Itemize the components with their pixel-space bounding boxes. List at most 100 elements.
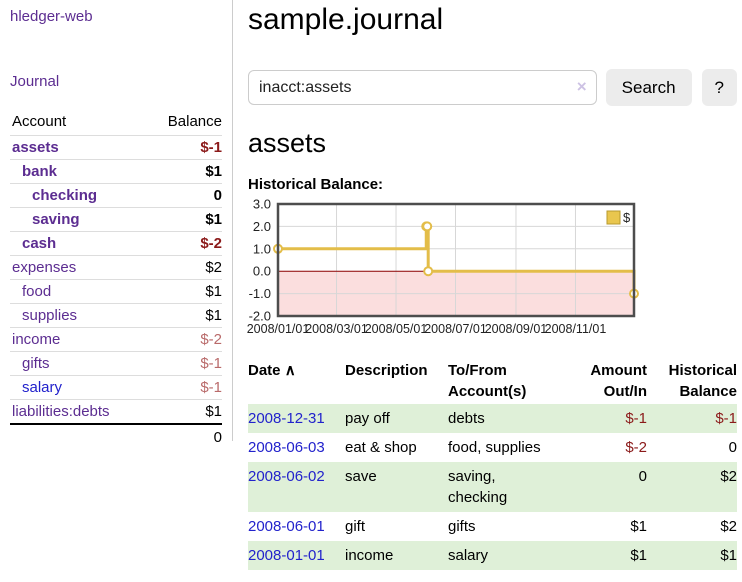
account-link-checking[interactable]: checking bbox=[32, 187, 98, 204]
svg-text:2008/09/01: 2008/09/01 bbox=[485, 322, 548, 336]
transaction-description: eat & shop bbox=[345, 439, 417, 456]
transaction-balance: $1 bbox=[720, 547, 737, 564]
svg-text:0.0: 0.0 bbox=[253, 264, 271, 279]
legend-swatch bbox=[606, 210, 621, 225]
transaction-date-link[interactable]: 2008-06-02 bbox=[248, 468, 325, 485]
svg-text:1.0: 1.0 bbox=[253, 241, 271, 256]
sidebar: hledger-web Journal Account Balance asse… bbox=[0, 0, 233, 450]
register-header-amount: Amount Out/In bbox=[590, 362, 647, 400]
register-header-row: Date ∧ Description To/From Account(s) Am… bbox=[248, 358, 737, 404]
search-box: × bbox=[248, 70, 597, 105]
transaction-date-link[interactable]: 2008-01-01 bbox=[248, 547, 325, 564]
historical-balance-chart: 3.0 2.0 1.0 0.0 -1.0 -2.0 2008/01/01 2008/03/01… bbox=[247, 197, 737, 340]
transaction-description: income bbox=[345, 547, 394, 564]
accounts-header-account: Account bbox=[10, 111, 146, 136]
transaction-amount: $1 bbox=[630, 518, 647, 535]
svg-text:2008/01/01: 2008/01/01 bbox=[247, 322, 310, 336]
account-balance: $-2 bbox=[145, 327, 222, 352]
transaction-row: 2008-06-01 gift gifts $1 $2 bbox=[248, 512, 737, 541]
account-balance: $1 bbox=[145, 207, 222, 232]
main-content: sample.journal × Search ? assets Histori… bbox=[247, 0, 737, 570]
register-header-balance: Historical Balance bbox=[668, 362, 737, 400]
transaction-row: 2008-12-31 pay off debts $-1 $-1 bbox=[248, 404, 737, 433]
account-balance: $2 bbox=[145, 255, 222, 280]
account-link-income[interactable]: income bbox=[12, 331, 61, 348]
transaction-amount: $1 bbox=[630, 547, 647, 564]
account-link-assets[interactable]: assets bbox=[12, 139, 59, 156]
transaction-row: 2008-01-01 income salary $1 $1 bbox=[248, 541, 737, 570]
svg-text:2008/07/01: 2008/07/01 bbox=[424, 322, 487, 336]
journal-link[interactable]: Journal bbox=[10, 73, 60, 90]
transaction-balance: $-1 bbox=[715, 410, 737, 427]
register-table: Date ∧ Description To/From Account(s) Am… bbox=[248, 358, 737, 570]
transaction-accounts: debts bbox=[448, 410, 485, 427]
account-balance: $-1 bbox=[145, 135, 222, 160]
journal-nav: Journal bbox=[10, 73, 222, 90]
search-button[interactable]: Search bbox=[605, 69, 692, 106]
register-header-date[interactable]: Date ∧ bbox=[248, 362, 296, 379]
account-row: saving $1 bbox=[10, 207, 222, 232]
transaction-date-link[interactable]: 2008-12-31 bbox=[248, 410, 325, 427]
transaction-amount: $-1 bbox=[625, 410, 647, 427]
account-link-liabilities-debts[interactable]: liabilities:debts bbox=[12, 403, 110, 420]
transaction-accounts: food, supplies bbox=[448, 439, 541, 456]
account-balance: $1 bbox=[145, 159, 222, 184]
register-header-description: Description bbox=[345, 362, 428, 379]
account-balance: $1 bbox=[205, 403, 222, 420]
sort-ascending-icon: ∧ bbox=[284, 362, 296, 379]
account-link-gifts[interactable]: gifts bbox=[22, 355, 50, 372]
transaction-description: gift bbox=[345, 518, 366, 535]
account-title: assets bbox=[248, 128, 327, 158]
help-button[interactable]: ? bbox=[701, 69, 737, 106]
account-row: checking 0 bbox=[10, 183, 222, 208]
transaction-accounts: saving, checking bbox=[448, 468, 508, 506]
search-form: × Search ? bbox=[248, 69, 737, 106]
account-link-supplies[interactable]: supplies bbox=[22, 307, 78, 324]
account-link-salary[interactable]: salary bbox=[22, 379, 63, 396]
account-row: liabilities:debts $1 bbox=[10, 400, 222, 425]
transaction-accounts: salary bbox=[448, 547, 489, 564]
account-link-saving[interactable]: saving bbox=[32, 211, 80, 228]
page-title: sample.journal bbox=[248, 3, 444, 36]
account-row: bank $1 bbox=[10, 159, 222, 184]
svg-text:-1.0: -1.0 bbox=[249, 286, 271, 301]
account-row: cash $-2 bbox=[10, 231, 222, 256]
account-link-expenses[interactable]: expenses bbox=[12, 259, 77, 276]
svg-text:$: $ bbox=[623, 210, 631, 225]
clear-search-icon[interactable]: × bbox=[576, 77, 587, 96]
transaction-balance: $2 bbox=[720, 468, 737, 485]
account-balance: 0 bbox=[145, 183, 222, 208]
accounts-header-balance: Balance bbox=[145, 111, 222, 136]
account-balance: $-1 bbox=[145, 375, 222, 400]
svg-text:2008/05/01: 2008/05/01 bbox=[365, 322, 428, 336]
transaction-description: save bbox=[345, 468, 377, 485]
transaction-row: 2008-06-02 save saving, checking 0 $2 bbox=[248, 462, 737, 512]
account-row: food $1 bbox=[10, 279, 222, 304]
account-link-cash[interactable]: cash bbox=[22, 235, 57, 252]
transaction-balance: 0 bbox=[728, 439, 737, 456]
account-balance: $1 bbox=[145, 303, 222, 328]
account-balance: $-1 bbox=[145, 351, 222, 376]
accounts-total-row: 0 bbox=[10, 423, 222, 450]
account-row: expenses $2 bbox=[10, 255, 222, 280]
svg-text:2008/03/01: 2008/03/01 bbox=[305, 322, 368, 336]
register-header-accounts: To/From Account(s) bbox=[448, 362, 527, 400]
accounts-table: Account Balance assets $-1 bank $1 checking 0… bbox=[10, 111, 222, 450]
accounts-total-value: 0 bbox=[145, 423, 222, 450]
svg-text:2.0: 2.0 bbox=[253, 219, 271, 234]
account-row: income $-2 bbox=[10, 327, 222, 352]
account-row: salary $-1 bbox=[10, 375, 222, 400]
svg-text:3.0: 3.0 bbox=[253, 197, 271, 212]
account-row: supplies $1 bbox=[10, 303, 222, 328]
svg-text:2008/11/01: 2008/11/01 bbox=[545, 322, 607, 336]
transaction-row: 2008-06-03 eat & shop food, supplies $-2 0 bbox=[248, 433, 737, 462]
transaction-accounts: gifts bbox=[448, 518, 476, 535]
account-link-bank[interactable]: bank bbox=[22, 163, 58, 180]
search-input[interactable] bbox=[248, 70, 597, 105]
transaction-date-link[interactable]: 2008-06-03 bbox=[248, 439, 325, 456]
brand-link[interactable]: hledger-web bbox=[10, 8, 93, 25]
account-row: gifts $-1 bbox=[10, 351, 222, 376]
chart-label: Historical Balance: bbox=[248, 176, 384, 193]
account-link-food[interactable]: food bbox=[22, 283, 52, 300]
transaction-date-link[interactable]: 2008-06-01 bbox=[248, 518, 325, 535]
